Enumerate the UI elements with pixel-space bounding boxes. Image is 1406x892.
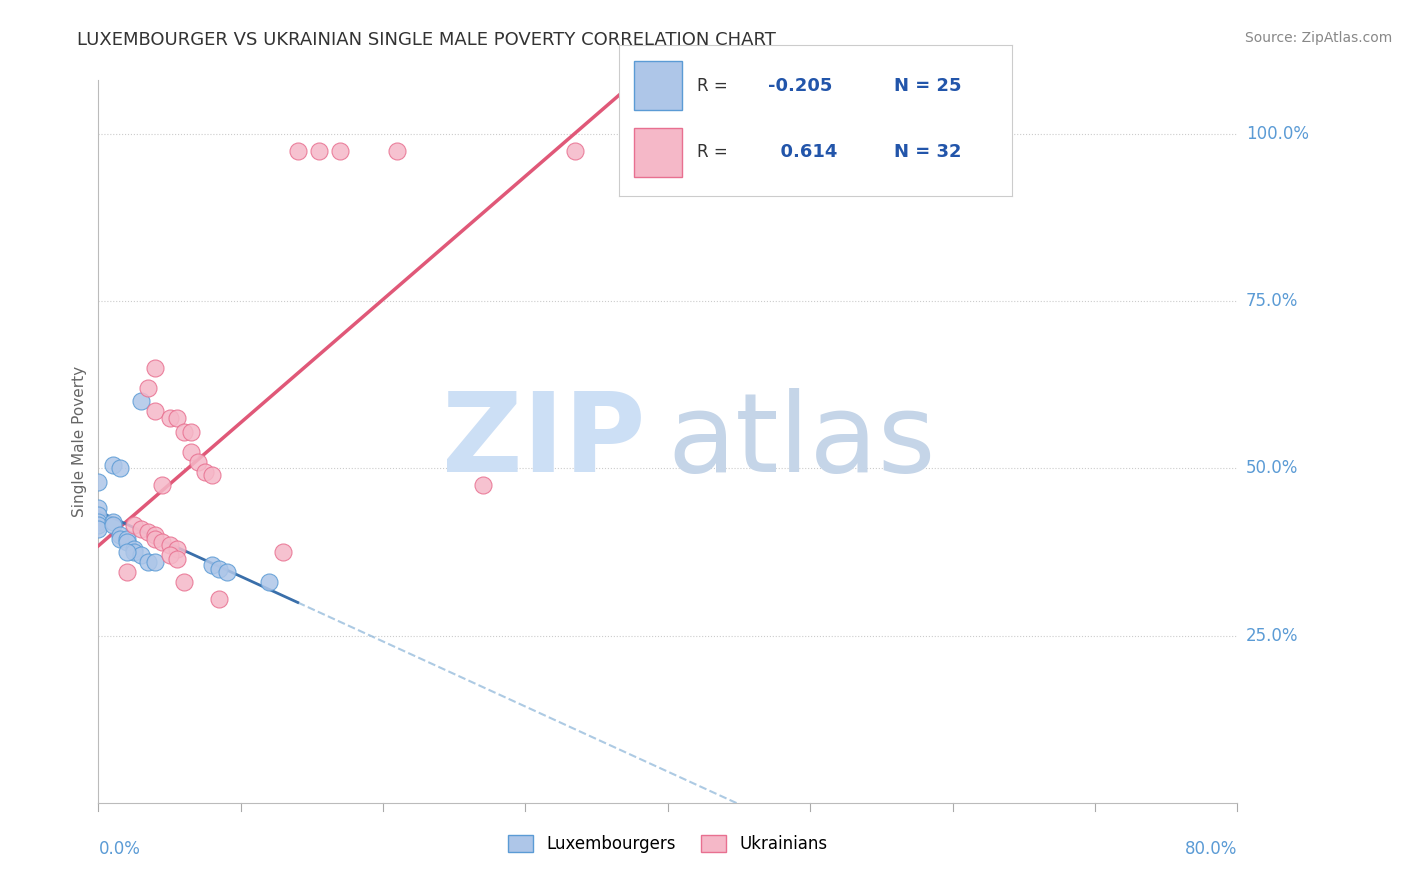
Point (145, 555, 167, 569)
Point (136, 524, 159, 539)
Point (108, 528, 131, 542)
Point (108, 532, 131, 546)
Point (201, 558, 224, 573)
Point (115, 532, 138, 546)
Text: 50.0%: 50.0% (1246, 459, 1298, 477)
Point (115, 545, 138, 559)
Point (129, 394, 152, 409)
Point (101, 518, 124, 533)
Point (122, 541, 145, 556)
Text: 80.0%: 80.0% (1185, 839, 1237, 857)
Point (115, 534, 138, 549)
Point (152, 534, 174, 549)
Text: Source: ZipAtlas.com: Source: ZipAtlas.com (1244, 31, 1392, 45)
Point (166, 551, 188, 566)
Point (159, 538, 181, 552)
Point (166, 411, 188, 425)
Point (308, 144, 330, 158)
Text: ZIP: ZIP (441, 388, 645, 495)
Point (194, 465, 217, 479)
Point (208, 591, 231, 606)
Point (152, 478, 174, 492)
Point (87, 518, 110, 533)
Text: R =: R = (697, 77, 734, 95)
Point (136, 381, 159, 395)
Point (259, 575, 281, 590)
Point (87, 521, 110, 535)
Text: 25.0%: 25.0% (1246, 626, 1298, 645)
Point (87, 475, 110, 489)
Point (215, 565, 238, 579)
Text: N = 32: N = 32 (894, 144, 962, 161)
Text: 100.0%: 100.0% (1246, 125, 1309, 143)
Point (101, 515, 124, 529)
Point (87, 515, 110, 529)
Text: atlas: atlas (668, 388, 936, 495)
Point (564, 144, 586, 158)
Point (129, 521, 152, 535)
Point (159, 411, 181, 425)
Point (145, 528, 167, 542)
Point (159, 548, 181, 563)
Y-axis label: Single Male Poverty: Single Male Poverty (72, 366, 87, 517)
Text: R =: R = (697, 144, 734, 161)
Text: 0.0%: 0.0% (98, 839, 141, 857)
Point (145, 532, 167, 546)
Point (101, 458, 124, 472)
Text: 0.614: 0.614 (768, 144, 838, 161)
Point (122, 518, 145, 533)
Point (145, 361, 167, 376)
Point (166, 541, 188, 556)
Point (180, 425, 202, 439)
Point (129, 548, 152, 563)
Point (173, 425, 195, 439)
Point (173, 575, 195, 590)
Point (87, 501, 110, 516)
Point (329, 144, 352, 158)
Point (387, 144, 409, 158)
Point (471, 478, 494, 492)
Point (145, 404, 167, 418)
FancyBboxPatch shape (634, 62, 682, 110)
Text: N = 25: N = 25 (894, 77, 962, 95)
Point (287, 144, 309, 158)
Legend: Luxembourgers, Ukrainians: Luxembourgers, Ukrainians (502, 828, 834, 860)
Point (115, 565, 138, 579)
FancyBboxPatch shape (634, 128, 682, 177)
Point (122, 545, 145, 559)
Point (180, 444, 202, 458)
Point (187, 455, 209, 469)
Point (273, 545, 295, 559)
Text: -0.205: -0.205 (768, 77, 832, 95)
Point (108, 461, 131, 475)
Point (208, 562, 231, 576)
Point (201, 467, 224, 482)
Text: 75.0%: 75.0% (1246, 292, 1298, 310)
Text: LUXEMBOURGER VS UKRAINIAN SINGLE MALE POVERTY CORRELATION CHART: LUXEMBOURGER VS UKRAINIAN SINGLE MALE PO… (77, 31, 776, 49)
Point (136, 555, 159, 569)
Point (87, 508, 110, 523)
